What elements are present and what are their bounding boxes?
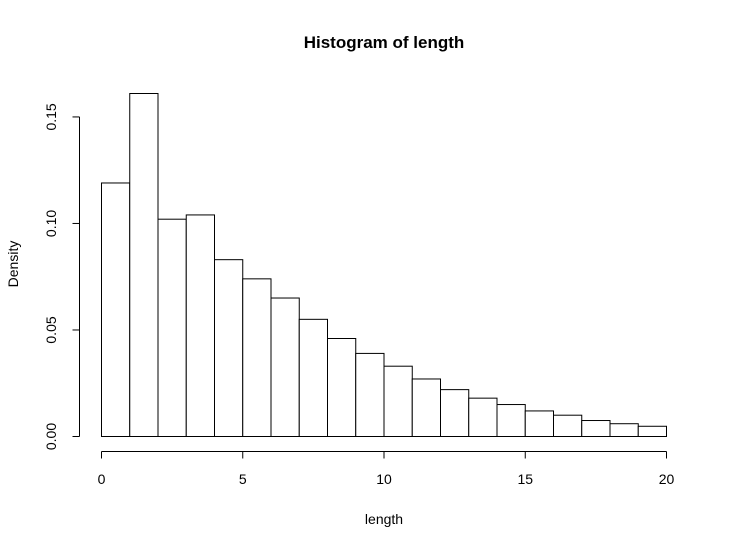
histogram-bar [524,410,554,438]
histogram-bar [101,182,131,437]
x-axis-tick-label: 20 [659,471,675,487]
histogram-bar [581,420,611,437]
histogram-bar [242,278,272,438]
histogram-bar [468,397,498,437]
histogram-bar [637,425,667,438]
histogram-bar [440,389,470,437]
histogram-bar [157,218,187,437]
y-axis-tick-label: 0.15 [43,103,59,130]
histogram-bar [355,352,385,438]
histogram-bar [298,318,328,437]
histogram-bar [214,259,244,437]
y-axis-tick-label: 0.10 [43,210,59,237]
y-axis: 0.00 0.05 0.10 0.15 [43,103,80,450]
histogram-bars [101,93,667,438]
histogram-bar [411,378,441,438]
x-axis: 0 5 10 15 20 [98,451,675,487]
x-axis-tick-label: 0 [98,471,106,487]
histogram-bar [185,214,215,437]
histogram-bar [270,297,300,437]
x-axis-label: length [365,511,403,527]
x-axis-tick-label: 10 [376,471,392,487]
histogram-bar [553,414,583,437]
histogram-bar [383,365,413,437]
x-axis-tick-label: 5 [239,471,247,487]
histogram-bar [327,338,357,437]
chart-title: Histogram of length [304,33,465,52]
y-axis-label: Density [5,241,21,288]
x-axis-tick-label: 15 [517,471,533,487]
y-axis-tick-label: 0.00 [43,423,59,450]
y-axis-tick-label: 0.05 [43,316,59,343]
histogram-bar [129,93,159,437]
histogram-bar [496,404,526,438]
histogram-bar [609,423,639,437]
